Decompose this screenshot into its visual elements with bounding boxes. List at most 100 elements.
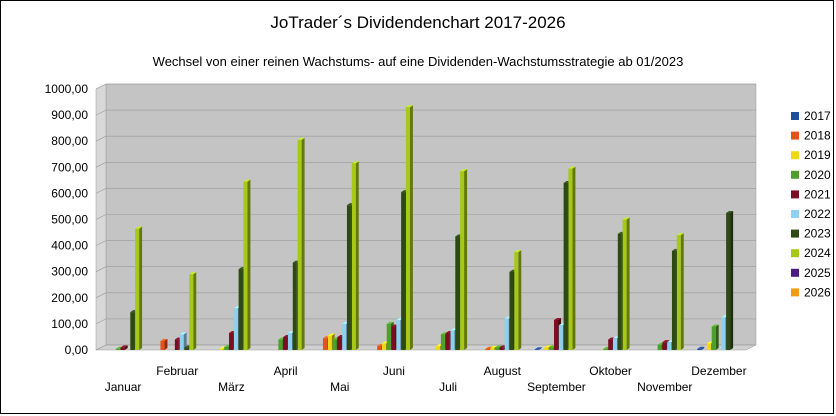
y-tick-label: 0,00 bbox=[65, 343, 89, 357]
bar bbox=[460, 169, 468, 350]
bar-front bbox=[612, 338, 617, 350]
bar-front bbox=[322, 338, 327, 350]
y-tick-label: 300,00 bbox=[51, 265, 88, 279]
bar-front bbox=[401, 192, 406, 350]
bar-front bbox=[120, 347, 125, 350]
y-tick-label: 800,00 bbox=[51, 134, 88, 148]
bar-front bbox=[405, 107, 410, 351]
y-tick-label: 1000,00 bbox=[45, 82, 89, 96]
legend-item: 2018 bbox=[791, 129, 831, 143]
bar-top bbox=[662, 340, 670, 343]
x-tick-label: April bbox=[274, 364, 298, 378]
bar-front bbox=[697, 348, 702, 350]
bar-front bbox=[706, 343, 711, 350]
bar-top bbox=[514, 250, 522, 253]
legend-label: 2017 bbox=[804, 109, 831, 123]
bar-front bbox=[243, 181, 248, 350]
bar bbox=[405, 105, 413, 351]
bar-top bbox=[485, 346, 493, 349]
bar-front bbox=[504, 318, 509, 350]
bar-front bbox=[219, 348, 224, 350]
bar-side bbox=[715, 324, 719, 350]
bar bbox=[568, 166, 576, 350]
gridline-depth bbox=[95, 318, 107, 325]
bar-side bbox=[626, 217, 630, 350]
bar-front bbox=[440, 334, 445, 350]
bar bbox=[351, 161, 359, 350]
gridline-depth bbox=[95, 292, 107, 299]
bar-front bbox=[278, 339, 283, 350]
bar-front bbox=[342, 323, 347, 350]
bar-front bbox=[726, 212, 731, 350]
legend-item: 2025 bbox=[791, 266, 831, 280]
bar-front bbox=[563, 182, 568, 350]
y-tick-label: 500,00 bbox=[51, 213, 88, 227]
bar-side bbox=[680, 233, 684, 350]
bar-front bbox=[490, 347, 495, 350]
bar-front bbox=[568, 168, 573, 350]
bar-front bbox=[514, 252, 519, 350]
bar-side bbox=[164, 338, 168, 350]
gridline-depth bbox=[95, 214, 107, 220]
y-tick-label: 700,00 bbox=[51, 160, 88, 174]
bar bbox=[534, 347, 542, 350]
bar-top bbox=[120, 345, 128, 348]
bar-top bbox=[179, 332, 187, 335]
bar-top bbox=[544, 345, 552, 348]
legend-swatch bbox=[791, 229, 799, 238]
bar bbox=[135, 226, 143, 350]
bar-front bbox=[671, 250, 676, 350]
y-tick-label: 400,00 bbox=[51, 239, 88, 253]
legend-label: 2022 bbox=[804, 207, 831, 221]
bar-top bbox=[676, 233, 684, 236]
x-tick-label: März bbox=[218, 380, 245, 394]
bar-front bbox=[662, 342, 667, 350]
bar-front bbox=[351, 163, 356, 350]
bar-side bbox=[193, 272, 197, 350]
legend-label: 2019 bbox=[804, 148, 831, 162]
gridline-depth bbox=[95, 83, 107, 90]
bar-front bbox=[184, 347, 189, 350]
bar-front bbox=[534, 349, 539, 350]
bar-top bbox=[568, 166, 576, 169]
gridline-depth bbox=[95, 344, 107, 351]
bar-top bbox=[160, 338, 168, 341]
legend-swatch bbox=[791, 268, 799, 277]
bar-front bbox=[135, 228, 140, 350]
bar bbox=[179, 332, 187, 350]
x-tick-label: Februar bbox=[156, 364, 198, 378]
bar-front bbox=[617, 233, 622, 350]
bar-front bbox=[608, 339, 613, 350]
bar-front bbox=[189, 274, 194, 350]
legend-item: 2023 bbox=[791, 227, 831, 241]
bar-front bbox=[337, 336, 342, 350]
bar-side bbox=[701, 346, 705, 350]
bar-front bbox=[229, 333, 234, 350]
bar-front bbox=[711, 326, 716, 350]
bar-top bbox=[189, 272, 197, 275]
bar-front bbox=[445, 333, 450, 350]
bar-top bbox=[490, 345, 498, 348]
x-tick-label: Dezember bbox=[691, 364, 746, 378]
legend-label: 2024 bbox=[804, 246, 831, 260]
x-tick-label: Oktober bbox=[589, 364, 632, 378]
bar-front bbox=[544, 347, 549, 350]
legend-label: 2025 bbox=[804, 266, 831, 280]
bar-top bbox=[297, 137, 305, 140]
bar-front bbox=[174, 339, 179, 350]
chart-title: JoTrader´s Dividendenchart 2017-2026 bbox=[270, 13, 565, 32]
bar-side bbox=[139, 226, 143, 350]
bar bbox=[726, 210, 734, 350]
bar-front bbox=[115, 348, 120, 350]
bar-front bbox=[160, 340, 165, 350]
bar-front bbox=[391, 326, 396, 350]
bar bbox=[297, 137, 305, 350]
y-tick-label: 100,00 bbox=[51, 317, 88, 331]
bar-front bbox=[676, 235, 681, 350]
legend-swatch bbox=[791, 288, 799, 297]
y-tick-label: 600,00 bbox=[51, 186, 88, 200]
bar-front bbox=[332, 339, 337, 350]
legend-label: 2020 bbox=[804, 168, 831, 182]
gridline-depth bbox=[95, 162, 107, 168]
